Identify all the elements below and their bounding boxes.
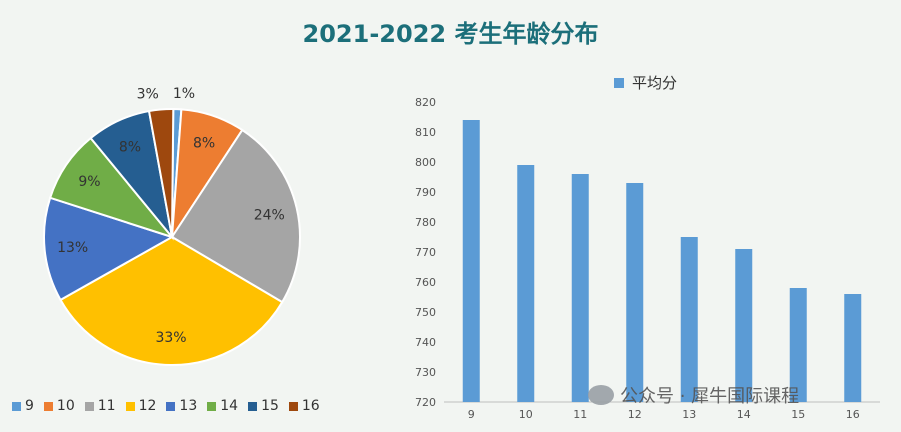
wechat-icon bbox=[588, 385, 614, 405]
legend-swatch bbox=[207, 401, 217, 411]
legend-label: 15 bbox=[261, 398, 279, 414]
pie-chart: 1% 8% 24% 33% 13% 9% 8% 3% bbox=[43, 86, 301, 366]
pie-legend-item-12: 12 bbox=[125, 398, 157, 414]
watermark-text: 公众号 · 犀牛国际课程 bbox=[620, 386, 800, 407]
bar-10 bbox=[517, 165, 535, 402]
pie-label-10: 8% bbox=[193, 135, 215, 151]
pie-label-13: 13% bbox=[57, 240, 88, 256]
legend-label: 9 bbox=[25, 398, 34, 414]
x-tick-label: 11 bbox=[573, 408, 587, 420]
pie-label-15: 8% bbox=[119, 139, 141, 155]
pie-slice-16 bbox=[147, 108, 175, 238]
pie-legend-item-16: 16 bbox=[288, 398, 320, 414]
y-tick-label: 720 bbox=[415, 396, 436, 409]
legend-swatch bbox=[43, 401, 53, 411]
legend-label: 11 bbox=[97, 398, 116, 414]
bar-chart: 720 730 740 750 760 770 780 790 800 810 820 9 10 11 12… bbox=[415, 96, 880, 420]
bar-legend-swatch bbox=[614, 77, 624, 88]
x-tick-label: 9 bbox=[468, 408, 475, 420]
pie-legend-item-9: 9 bbox=[12, 398, 34, 414]
legend-swatch bbox=[12, 401, 21, 411]
bar-13 bbox=[680, 237, 698, 402]
y-tick-label: 750 bbox=[415, 306, 436, 319]
legend-label: 12 bbox=[138, 398, 157, 414]
bar-12 bbox=[626, 183, 644, 402]
y-tick-label: 740 bbox=[415, 336, 436, 349]
pie-label-12: 33% bbox=[155, 330, 186, 346]
legend-label: 16 bbox=[301, 398, 320, 414]
pie-label-11: 24% bbox=[254, 207, 285, 223]
pie-legend: 9 10 11 12 13 14 15 16 bbox=[12, 398, 320, 414]
pie-legend-item-14: 14 bbox=[207, 398, 238, 414]
pie-legend-item-11: 11 bbox=[84, 398, 116, 414]
pie-legend-item-10: 10 bbox=[43, 398, 75, 414]
bar-11 bbox=[571, 174, 589, 402]
x-tick-label: 15 bbox=[791, 408, 805, 420]
x-tick-label: 16 bbox=[846, 408, 860, 420]
y-tick-label: 780 bbox=[415, 216, 436, 229]
y-tick-label: 760 bbox=[415, 276, 436, 289]
legend-swatch bbox=[84, 401, 94, 411]
x-tick-label: 10 bbox=[519, 408, 533, 420]
y-tick-label: 790 bbox=[415, 186, 436, 199]
chart-title: 2021-2022 考生年龄分布 bbox=[302, 20, 599, 48]
x-tick-label: 14 bbox=[737, 408, 751, 420]
y-tick-label: 730 bbox=[415, 366, 436, 379]
pie-legend-item-13: 13 bbox=[166, 398, 197, 414]
y-tick-label: 820 bbox=[415, 96, 436, 109]
pie-label-9: 1% bbox=[173, 86, 195, 102]
bar-14 bbox=[735, 249, 753, 402]
legend-label: 10 bbox=[56, 398, 75, 414]
x-tick-label: 12 bbox=[628, 408, 642, 420]
bar-legend: 平均分 bbox=[614, 72, 677, 93]
bar-15 bbox=[789, 288, 807, 402]
bar-legend-label: 平均分 bbox=[632, 74, 678, 92]
legend-swatch bbox=[288, 401, 298, 411]
y-tick-label: 810 bbox=[415, 126, 436, 139]
pie-legend-item-15: 15 bbox=[248, 398, 279, 414]
watermark: 公众号 · 犀牛国际课程 bbox=[588, 382, 799, 408]
bar-16 bbox=[844, 294, 862, 402]
y-tick-label: 770 bbox=[415, 246, 436, 259]
y-tick-label: 800 bbox=[415, 156, 436, 169]
legend-label: 13 bbox=[179, 398, 198, 414]
pie-label-14: 9% bbox=[78, 174, 100, 190]
pie-label-16: 3% bbox=[137, 87, 159, 103]
legend-swatch bbox=[248, 401, 258, 411]
bar-9 bbox=[462, 120, 480, 402]
legend-swatch bbox=[125, 401, 135, 411]
pie-slice-13 bbox=[43, 196, 175, 302]
legend-swatch bbox=[166, 401, 176, 411]
x-tick-label: 13 bbox=[682, 408, 696, 420]
pie-slice-11 bbox=[170, 128, 301, 304]
legend-label: 14 bbox=[220, 398, 239, 414]
